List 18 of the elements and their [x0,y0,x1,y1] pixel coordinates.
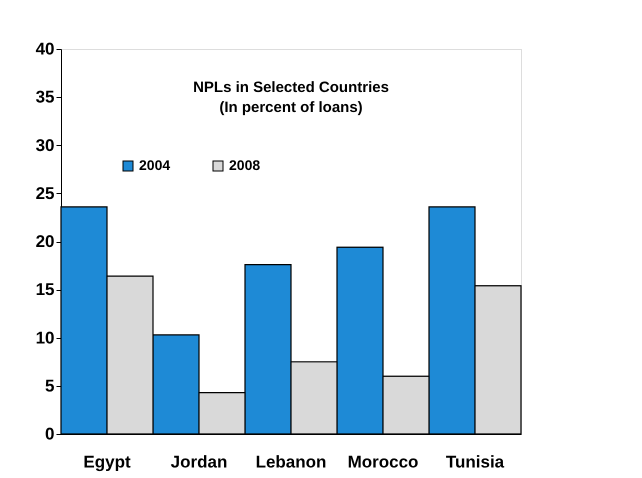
y-tick-label: 10 [36,328,54,348]
x-tick-label: Jordan [170,452,228,472]
x-tick-label: Morocco [348,452,418,472]
text: (In percent of loans) [219,99,363,116]
legend-label: 2008 [229,157,260,173]
y-tick-label: 40 [36,40,54,58]
y-tick-label: 35 [36,88,54,107]
y-tick-label: 5 [45,376,54,396]
x-tick-label: Egypt [83,452,131,472]
legend-label: 2004 [139,157,170,173]
y-tick-label: 15 [36,280,54,300]
y-tick-label: 25 [36,184,54,203]
y-tick-label: 20 [36,232,54,251]
x-tick-label: Lebanon [256,452,326,472]
y-tick-label: 0 [45,424,54,444]
y-tick-label: 30 [36,136,54,155]
x-tick-label: Tunisia [446,452,505,472]
text: NPLs in Selected Countries [193,79,389,96]
